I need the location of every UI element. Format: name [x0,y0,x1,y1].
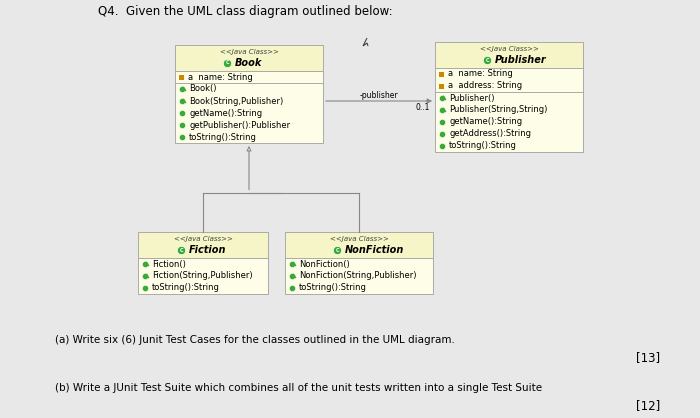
Text: NonFiction: NonFiction [345,245,405,255]
Text: toString():String: toString():String [299,283,367,293]
Text: C: C [485,58,489,63]
Text: Q4.  Given the UML class diagram outlined below:: Q4. Given the UML class diagram outlined… [98,5,393,18]
Text: getAddress():String: getAddress():String [449,130,531,138]
Text: toString():String: toString():String [152,283,220,293]
Text: toString():String: toString():String [449,142,517,150]
Text: <<Java Class>>: <<Java Class>> [330,236,389,242]
Bar [435,92,583,152]
Text: a  address: String: a address: String [448,82,522,91]
Text: (a) Write six (6) Junit Test Cases for the classes outlined in the UML diagram.: (a) Write six (6) Junit Test Cases for t… [55,335,455,345]
Text: Publisher(String,String): Publisher(String,String) [449,105,547,115]
Text: C: C [225,61,229,66]
Text: <<Java Class>>: <<Java Class>> [220,49,279,55]
Bar [175,71,323,83]
Text: Fiction(String,Publisher): Fiction(String,Publisher) [152,272,253,280]
Text: Book: Book [235,58,262,68]
Bar [439,84,444,89]
Bar [439,71,444,76]
Text: [12]: [12] [636,400,660,413]
Text: <<Java Class>>: <<Java Class>> [480,46,538,52]
Text: [13]: [13] [636,352,660,364]
Bar [285,232,433,258]
Bar [175,45,323,71]
Bar [435,42,583,68]
Text: Fiction: Fiction [189,245,227,255]
Text: a  name: String: a name: String [188,72,253,82]
Text: C: C [179,247,183,252]
Bar [179,74,184,79]
Text: 0..1: 0..1 [416,102,430,112]
Text: NonFiction(): NonFiction() [299,260,350,268]
Text: Publisher(): Publisher() [449,94,494,102]
Text: getPublisher():Publisher: getPublisher():Publisher [189,120,290,130]
Bar [138,258,268,294]
Bar [175,83,323,143]
Bar [138,232,268,258]
Text: NonFiction(String,Publisher): NonFiction(String,Publisher) [299,272,416,280]
Text: a  name: String: a name: String [448,69,512,79]
Text: Book(String,Publisher): Book(String,Publisher) [189,97,284,105]
Text: toString():String: toString():String [189,133,257,142]
Text: Publisher: Publisher [495,55,547,65]
Text: Fiction(): Fiction() [152,260,186,268]
Text: C: C [335,247,339,252]
Text: Book(): Book() [189,84,216,94]
Text: (b) Write a JUnit Test Suite which combines all of the unit tests written into a: (b) Write a JUnit Test Suite which combi… [55,383,542,393]
Text: getName():String: getName():String [189,109,262,117]
Text: -publisher: -publisher [360,91,398,99]
Bar [435,68,583,92]
Bar [285,258,433,294]
Text: getName():String: getName():String [449,117,522,127]
Text: <<Java Class>>: <<Java Class>> [174,236,232,242]
